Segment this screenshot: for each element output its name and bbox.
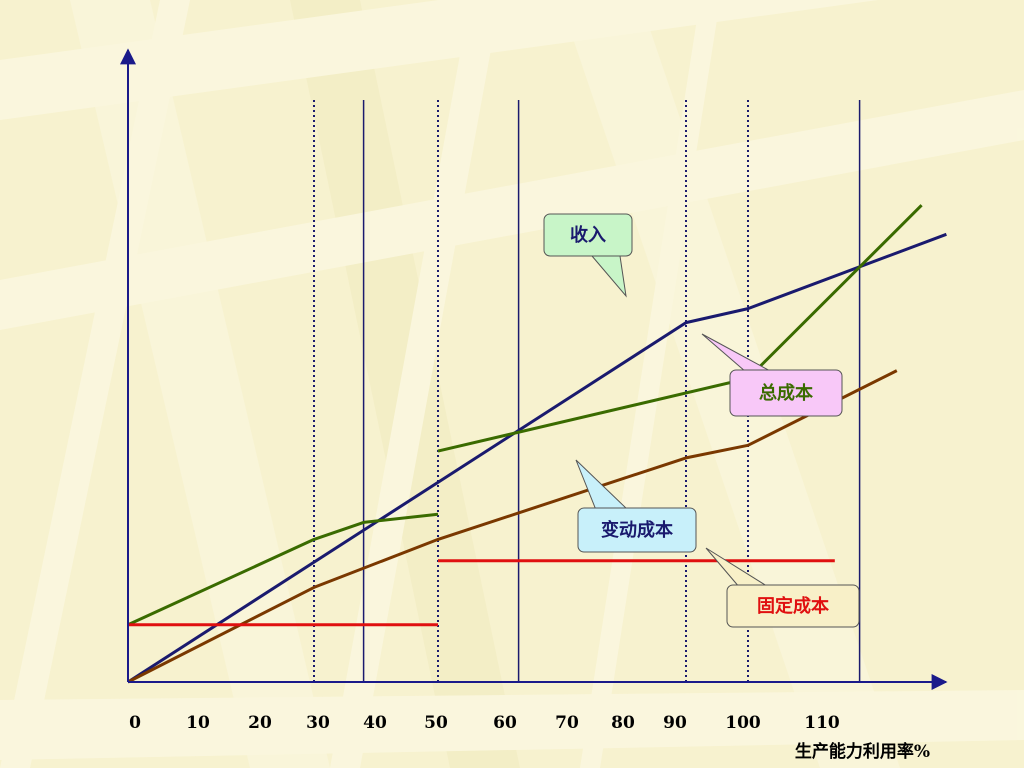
x-tick-label: 100 [725,713,761,733]
callout-box [577,507,697,553]
x-tick-label: 90 [663,713,687,733]
x-tick-label: 10 [186,713,210,733]
callout-pointer [701,333,773,373]
callout-pointer [575,459,630,511]
callout-2: 总成本 [701,333,843,417]
x-tick-label: 40 [363,713,387,733]
callout-4: 固定成本 [705,547,860,628]
callout-label: 固定成本 [757,595,829,617]
x-tick-label: 70 [555,713,579,733]
callout-3: 变动成本 [575,459,697,553]
x-tick-label: 50 [424,713,448,733]
x-tick-label: 80 [611,713,635,733]
callout-box [543,213,633,257]
x-tick-labels: 0 10 20 30 40 50 60 70 80 90 100 110 [129,713,840,733]
callout-pointer [590,255,627,298]
callout-1: 收入 [543,213,633,298]
callout-box [729,369,843,417]
axes [120,48,948,690]
x-tick-label: 20 [248,713,272,733]
x-tick-label: 110 [804,713,840,733]
x-tick-label: 60 [493,713,517,733]
series-2-segment-1 [127,512,439,627]
x-tick-label: 30 [306,713,330,733]
x-tick-label: 0 [129,713,141,733]
callout-pointer [705,547,772,589]
callout-box [726,584,860,628]
series-1-segment-1 [127,232,947,684]
callout-label: 变动成本 [601,519,673,541]
x-axis-title: 生产能力利用率% [795,741,930,762]
series-lines [127,204,947,684]
callout-label: 收入 [570,224,606,246]
callout-label: 总成本 [759,382,813,404]
series-3-segment-1 [127,369,898,684]
